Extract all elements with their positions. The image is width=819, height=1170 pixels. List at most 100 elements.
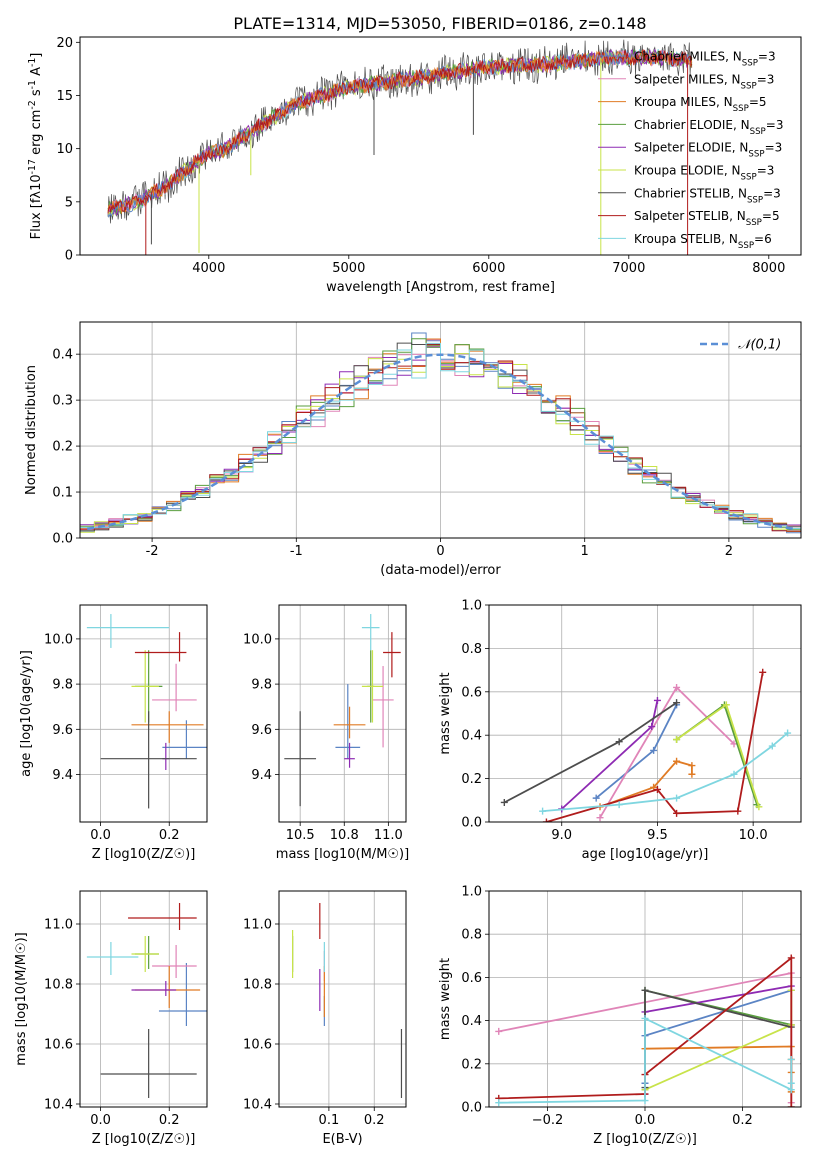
panel-massweight-vs-age: 9.0 9.5 10.0 0.0 0.2 0.4 0.6 0.8 1.0 age [log10(a… bbox=[438, 599, 802, 862]
x-tick-label: 0.2 bbox=[732, 1113, 753, 1128]
y-tick-label: 10 bbox=[56, 142, 73, 157]
plot-area bbox=[284, 614, 401, 807]
x-tick-label: 4000 bbox=[192, 261, 225, 276]
weight-marker bbox=[673, 809, 681, 817]
y-tick-label: 10.4 bbox=[243, 1098, 272, 1113]
x-tick-label: 1 bbox=[581, 544, 589, 559]
axes-frame bbox=[79, 890, 208, 1108]
weight-line bbox=[644, 990, 793, 1091]
x-tick-label: 10.8 bbox=[330, 828, 359, 843]
weight-marker bbox=[787, 1103, 795, 1107]
axes-frame bbox=[488, 604, 802, 823]
x-axis-label: mass [log10(M/M☉)] bbox=[276, 847, 409, 862]
legend-label: Chabrier STELIB, NSSP=3 bbox=[634, 186, 781, 205]
x-tick-label: 9.5 bbox=[647, 828, 668, 843]
errorbar-point bbox=[86, 614, 170, 648]
weight-marker bbox=[787, 1079, 795, 1087]
errorbar-point bbox=[131, 936, 159, 972]
weight-marker bbox=[759, 668, 767, 676]
y-tick-label: 1.0 bbox=[461, 599, 482, 614]
y-tick-label: 11.0 bbox=[243, 918, 272, 933]
x-axis-label: wavelength [Angstrom, rest frame] bbox=[326, 280, 555, 295]
y-tick-label: 0.6 bbox=[461, 971, 482, 986]
legend-label: Kroupa MILES, NSSP=5 bbox=[634, 95, 767, 114]
plot-area bbox=[86, 614, 207, 809]
weight-marker bbox=[673, 683, 681, 691]
y-tick-label: 9.8 bbox=[52, 678, 73, 693]
y-axis-label: mass [log10(M/M☉)] bbox=[14, 932, 29, 1065]
x-tick-label: 0.1 bbox=[319, 1113, 340, 1128]
x-tick-label: 7000 bbox=[612, 261, 645, 276]
x-axis-label: Z [log10(Z/Z☉)] bbox=[92, 847, 196, 862]
weight-line bbox=[542, 732, 789, 812]
weight-marker bbox=[500, 798, 508, 806]
y-tick-label: 9.4 bbox=[251, 768, 272, 783]
y-tick-label: 10.6 bbox=[44, 1038, 73, 1053]
y-tick-label: 10.8 bbox=[44, 978, 73, 993]
panel-residuals: -2 -1 0 1 2 0.0 0.1 0.2 0.3 0.4 (data-model)/error… bbox=[24, 321, 802, 578]
plot-area bbox=[500, 668, 792, 822]
legend-label: 𝒩(0,1) bbox=[738, 338, 781, 353]
errorbar-point bbox=[86, 942, 139, 975]
spectrum-line bbox=[107, 39, 693, 224]
legend-label: Kroupa STELIB, NSSP=6 bbox=[634, 232, 772, 251]
y-tick-label: 0.1 bbox=[52, 486, 73, 501]
x-axis-label: (data-model)/error bbox=[380, 563, 501, 578]
x-axis-label: age [log10(age/yr)] bbox=[582, 847, 709, 862]
plot-area bbox=[107, 39, 693, 255]
weight-marker bbox=[648, 723, 656, 731]
y-tick-label: 9.6 bbox=[251, 723, 272, 738]
y-tick-label: 0.0 bbox=[461, 1101, 482, 1116]
y-axis-label: Flux [fλ10-17 erg cm-2 s-1 A-1] bbox=[27, 53, 45, 240]
errorbar-point bbox=[383, 632, 401, 678]
y-tick-label: 9.6 bbox=[52, 723, 73, 738]
errorbar-point bbox=[131, 981, 177, 996]
weight-marker bbox=[615, 801, 623, 809]
y-tick-label: 9.4 bbox=[52, 768, 73, 783]
weight-marker bbox=[722, 701, 730, 709]
x-tick-label: 0.2 bbox=[159, 828, 180, 843]
x-tick-label: 5000 bbox=[332, 261, 365, 276]
y-tick-label: 9.8 bbox=[251, 678, 272, 693]
y-axis-label: mass weight bbox=[438, 958, 453, 1040]
weight-marker bbox=[673, 699, 681, 707]
errorbar-point bbox=[131, 711, 204, 743]
x-tick-label: 9.0 bbox=[551, 828, 572, 843]
panel-massweight-vs-Z: −0.2 0.0 0.2 0.0 0.2 0.4 0.6 0.8 1.0 Z [log10(Z/Z… bbox=[438, 885, 802, 1147]
grid-lines bbox=[80, 605, 207, 822]
errorbar-point bbox=[131, 650, 159, 723]
legend-label: Salpeter MILES, NSSP=3 bbox=[634, 72, 774, 91]
weight-marker bbox=[650, 783, 658, 791]
weight-marker bbox=[688, 762, 696, 770]
axes-frame bbox=[79, 36, 802, 256]
x-tick-label: 0.0 bbox=[90, 1113, 111, 1128]
grid-lines bbox=[279, 605, 406, 822]
weight-marker bbox=[592, 794, 600, 802]
weight-line bbox=[595, 704, 678, 799]
legend-label: Chabrier ELODIE, NSSP=3 bbox=[634, 118, 783, 137]
weight-marker bbox=[653, 785, 661, 793]
grid-lines bbox=[279, 891, 406, 1107]
legend-label: Kroupa ELODIE, NSSP=3 bbox=[634, 164, 774, 183]
x-tick-label: 0.0 bbox=[635, 1113, 656, 1128]
weight-marker bbox=[495, 1027, 503, 1035]
x-axis-label: Z [log10(Z/Z☉)] bbox=[593, 1132, 697, 1147]
x-tick-label: 2 bbox=[725, 544, 733, 559]
x-axis-label: E(B-V) bbox=[322, 1132, 362, 1147]
weight-line bbox=[498, 1016, 793, 1104]
weight-line bbox=[599, 686, 735, 819]
errorbar-point bbox=[372, 666, 394, 748]
weight-marker bbox=[641, 986, 649, 994]
y-axis-label: mass weight bbox=[438, 672, 453, 754]
y-tick-label: 0.0 bbox=[461, 816, 482, 831]
panel-mass-vs-EBV: 0.1 0.2 10.4 10.6 10.8 11.0 E(B-V) bbox=[243, 890, 407, 1147]
x-axis-label: Z [log10(Z/Z☉)] bbox=[92, 1132, 196, 1147]
errorbar-point bbox=[100, 1029, 197, 1098]
weight-marker bbox=[539, 807, 547, 815]
legend: 𝒩(0,1) bbox=[700, 338, 781, 353]
y-tick-label: 0.4 bbox=[461, 1014, 482, 1029]
errorbar-point bbox=[158, 963, 207, 1026]
weight-marker bbox=[495, 1099, 503, 1107]
plot-area bbox=[80, 332, 801, 534]
errorbar-point bbox=[128, 903, 197, 930]
